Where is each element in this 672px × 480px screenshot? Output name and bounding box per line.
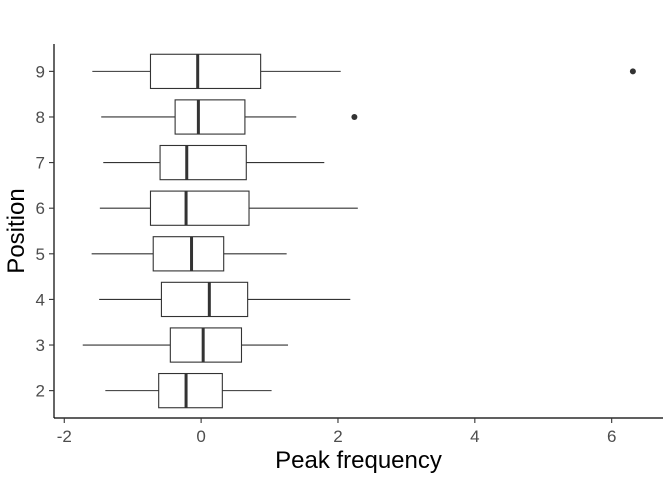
box <box>152 236 225 272</box>
box <box>169 327 243 363</box>
box-group <box>92 53 636 90</box>
y-tick-label: 8 <box>36 108 45 127</box>
x-tick-label: 6 <box>607 427 616 446</box>
x-tick-label: 2 <box>333 427 342 446</box>
box-group <box>91 236 287 272</box>
y-tick-label: 5 <box>36 245 45 264</box>
y-axis-title: Position <box>3 188 30 273</box>
box-group <box>99 190 358 226</box>
box <box>174 99 246 135</box>
box <box>149 53 262 90</box>
box-group <box>101 99 358 135</box>
y-tick-label: 4 <box>36 290 45 309</box>
plot-area <box>82 53 636 409</box>
y-axis-ticks: 2 3 4 5 6 7 8 9 <box>36 62 54 401</box>
y-tick-label: 2 <box>36 382 45 401</box>
y-tick-label: 3 <box>36 336 45 355</box>
y-tick-label: 7 <box>36 154 45 173</box>
outlier-point <box>351 113 358 120</box>
x-tick-label: 0 <box>196 427 205 446</box>
box-group <box>82 327 289 363</box>
y-tick-label: 9 <box>36 62 45 81</box>
x-tick-label: -2 <box>57 427 72 446</box>
box <box>159 144 247 181</box>
box <box>149 190 250 226</box>
box-group <box>103 144 325 181</box>
box <box>158 372 223 409</box>
x-axis-title: Peak frequency <box>275 447 442 474</box>
outlier-point <box>629 68 636 75</box>
box-group <box>105 372 272 409</box>
box <box>160 281 249 318</box>
x-axis-ticks: -2 0 2 4 6 <box>57 418 616 446</box>
x-tick-label: 4 <box>470 427 479 446</box>
box-group <box>99 281 351 318</box>
y-tick-label: 6 <box>36 199 45 218</box>
